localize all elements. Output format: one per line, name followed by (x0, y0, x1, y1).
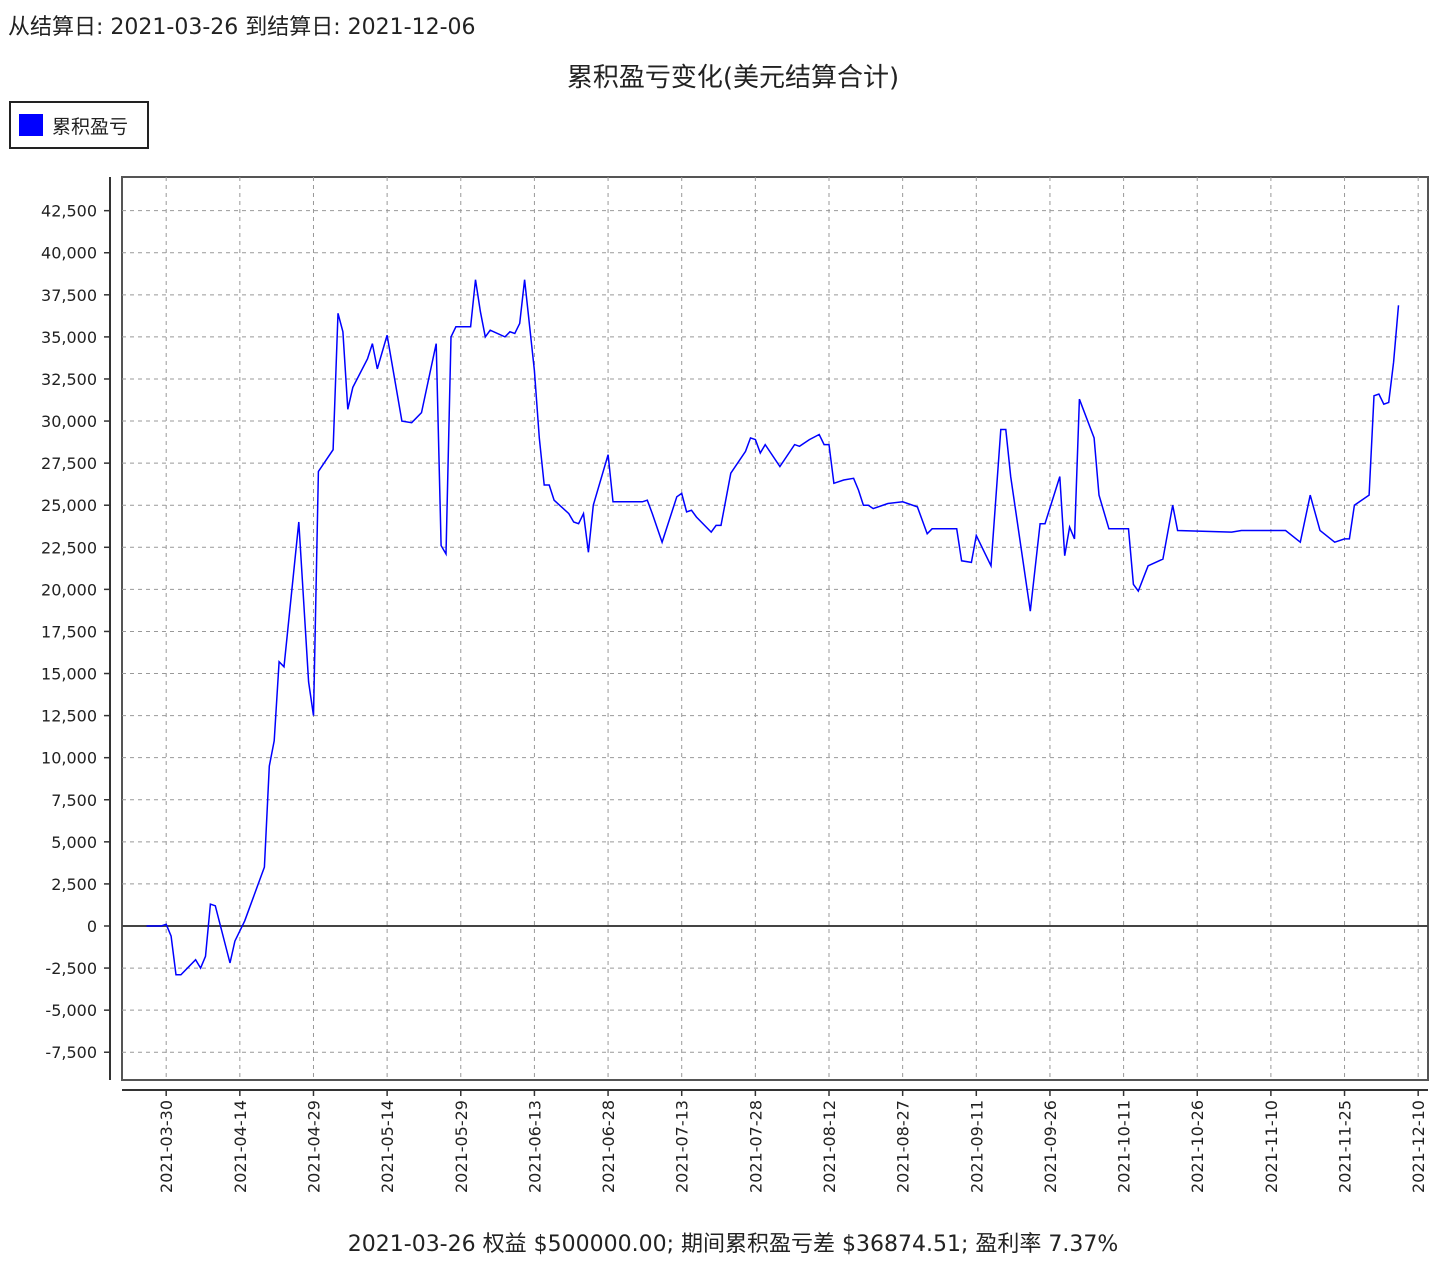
y-tick-label: 2,500 (51, 875, 97, 894)
x-tick-label: 2021-06-28 (599, 1100, 618, 1193)
x-tick-label: 2021-08-12 (820, 1100, 839, 1193)
x-tick-label: 2021-09-11 (967, 1100, 986, 1193)
x-tick-label: 2021-12-10 (1409, 1100, 1428, 1193)
x-tick-label: 2021-04-14 (231, 1100, 250, 1193)
y-tick-label: -7,500 (45, 1043, 97, 1062)
y-tick-label: 10,000 (41, 749, 97, 768)
x-tick-label: 2021-06-13 (525, 1100, 544, 1193)
y-tick-label: 27,500 (41, 454, 97, 473)
footer: 2021-03-26 权益 $500000.00; 期间累积盈亏差 $36874… (348, 1232, 1118, 1257)
x-tick-label: 2021-07-28 (746, 1100, 765, 1193)
y-tick-label: 22,500 (41, 538, 97, 557)
chart-title: 累积盈亏变化(美元结算合计) (567, 63, 899, 93)
y-tick-label: 15,000 (41, 665, 97, 684)
y-tick-label: 5,000 (51, 833, 97, 852)
legend-label: 累积盈亏 (52, 116, 128, 138)
y-tick-label: 40,000 (41, 244, 97, 263)
plot-area (121, 176, 1429, 1081)
x-tick-label: 2021-03-30 (157, 1100, 176, 1193)
header: 从结算日: 2021-03-26 到结算日: 2021-12-06 (8, 15, 476, 40)
x-tick-label: 2021-08-27 (894, 1100, 913, 1193)
x-tick-label: 2021-05-29 (452, 1100, 471, 1193)
x-tick-label: 2021-09-26 (1041, 1100, 1060, 1193)
y-tick-label: 7,500 (51, 791, 97, 810)
y-tick-label: 42,500 (41, 202, 97, 221)
y-tick-label: 17,500 (41, 622, 97, 641)
y-tick-label: 30,000 (41, 412, 97, 431)
x-tick-label: 2021-04-29 (304, 1100, 323, 1193)
x-tick-label: 2021-11-25 (1336, 1100, 1355, 1193)
legend-swatch (19, 114, 43, 136)
y-tick-label: 0 (87, 917, 97, 936)
x-tick-label: 2021-10-26 (1188, 1100, 1207, 1193)
y-tick-label: -5,000 (45, 1001, 97, 1020)
x-tick-label: 2021-07-13 (673, 1100, 692, 1193)
x-tick-label: 2021-11-10 (1262, 1100, 1281, 1193)
data-line (146, 279, 1400, 976)
y-tick-label: 32,500 (41, 370, 97, 389)
y-tick-label: 20,000 (41, 580, 97, 599)
y-tick-label: 25,000 (41, 496, 97, 515)
x-tick-label: 2021-05-14 (378, 1100, 397, 1193)
y-tick-label: 37,500 (41, 286, 97, 305)
x-tick-label: 2021-10-11 (1115, 1100, 1134, 1193)
y-tick-label: 35,000 (41, 328, 97, 347)
y-tick-label: 12,500 (41, 707, 97, 726)
y-tick-label: -2,500 (45, 959, 97, 978)
